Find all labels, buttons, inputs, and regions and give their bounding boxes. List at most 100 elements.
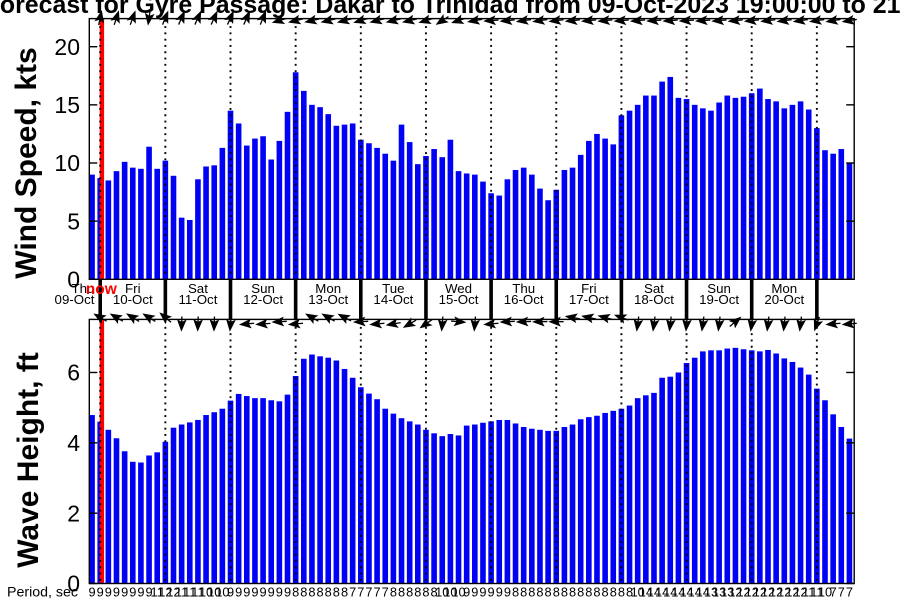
svg-text:8: 8 xyxy=(593,585,600,600)
svg-text:10: 10 xyxy=(818,585,832,600)
svg-text:20: 20 xyxy=(54,34,80,60)
svg-text:9: 9 xyxy=(129,585,136,600)
svg-text:12: 12 xyxy=(158,585,172,600)
svg-text:13-Oct: 13-Oct xyxy=(308,292,348,307)
svg-text:14: 14 xyxy=(655,585,669,600)
svg-text:9: 9 xyxy=(504,585,511,600)
svg-text:10: 10 xyxy=(435,585,449,600)
svg-text:6: 6 xyxy=(67,360,80,386)
svg-text:7: 7 xyxy=(830,585,837,600)
svg-text:9: 9 xyxy=(496,585,503,600)
svg-text:12: 12 xyxy=(793,585,807,600)
svg-text:11: 11 xyxy=(183,585,196,600)
svg-text:Mon: Mon xyxy=(315,281,341,296)
svg-text:8: 8 xyxy=(585,585,592,600)
svg-text:8: 8 xyxy=(422,585,429,600)
svg-text:18-Oct: 18-Oct xyxy=(634,292,674,307)
svg-text:7: 7 xyxy=(382,585,389,600)
svg-text:8: 8 xyxy=(602,585,609,600)
svg-text:8: 8 xyxy=(431,585,438,600)
svg-text:8: 8 xyxy=(553,585,560,600)
svg-text:14: 14 xyxy=(647,585,661,600)
svg-text:12: 12 xyxy=(761,585,775,600)
svg-text:12: 12 xyxy=(785,585,799,600)
svg-text:9: 9 xyxy=(243,585,250,600)
svg-text:Fri: Fri xyxy=(125,281,141,296)
svg-text:12: 12 xyxy=(736,585,750,600)
svg-text:Mon: Mon xyxy=(771,281,797,296)
svg-text:10: 10 xyxy=(199,585,213,600)
svg-text:8: 8 xyxy=(341,585,348,600)
svg-text:8: 8 xyxy=(520,585,527,600)
svg-text:9: 9 xyxy=(463,585,470,600)
svg-text:8: 8 xyxy=(561,585,568,600)
svg-text:8: 8 xyxy=(308,585,315,600)
svg-text:9: 9 xyxy=(97,585,104,600)
svg-text:10: 10 xyxy=(443,585,457,600)
svg-text:12-Oct: 12-Oct xyxy=(243,292,283,307)
svg-text:11: 11 xyxy=(802,585,815,600)
svg-text:Thu: Thu xyxy=(512,281,535,296)
svg-text:9: 9 xyxy=(488,585,495,600)
svg-text:10: 10 xyxy=(451,585,465,600)
svg-text:10: 10 xyxy=(54,150,80,176)
svg-text:0: 0 xyxy=(67,267,80,293)
svg-text:Wed: Wed xyxy=(445,281,472,296)
svg-text:9: 9 xyxy=(88,585,95,600)
svg-text:14: 14 xyxy=(639,585,653,600)
svg-text:9: 9 xyxy=(113,585,120,600)
svg-text:9: 9 xyxy=(284,585,291,600)
svg-text:17-Oct: 17-Oct xyxy=(569,292,609,307)
svg-text:11: 11 xyxy=(810,585,823,600)
svg-text:12: 12 xyxy=(745,585,759,600)
svg-text:9: 9 xyxy=(235,585,242,600)
svg-text:Fri: Fri xyxy=(581,281,597,296)
svg-text:8: 8 xyxy=(398,585,405,600)
svg-text:9: 9 xyxy=(121,585,128,600)
svg-text:9: 9 xyxy=(471,585,478,600)
svg-text:09-Oct: 09-Oct xyxy=(55,292,95,307)
svg-text:14: 14 xyxy=(679,585,693,600)
svg-text:0: 0 xyxy=(67,571,80,597)
svg-text:11: 11 xyxy=(151,585,164,600)
svg-text:7: 7 xyxy=(846,585,853,600)
svg-text:8: 8 xyxy=(528,585,535,600)
svg-text:now: now xyxy=(86,281,118,298)
svg-text:2: 2 xyxy=(67,500,80,526)
svg-text:8: 8 xyxy=(569,585,576,600)
svg-text:8: 8 xyxy=(406,585,413,600)
svg-text:7: 7 xyxy=(357,585,364,600)
svg-text:4: 4 xyxy=(67,430,80,456)
svg-text:19-Oct: 19-Oct xyxy=(699,292,739,307)
svg-text:7: 7 xyxy=(838,585,845,600)
svg-text:8: 8 xyxy=(325,585,332,600)
svg-text:Wind Speed, kts: Wind Speed, kts xyxy=(10,47,43,278)
svg-text:Wave Height, ft: Wave Height, ft xyxy=(12,352,45,568)
svg-text:15-Oct: 15-Oct xyxy=(439,292,479,307)
svg-text:13: 13 xyxy=(720,585,734,600)
svg-text:9: 9 xyxy=(479,585,486,600)
svg-text:12: 12 xyxy=(166,585,180,600)
svg-text:10: 10 xyxy=(215,585,229,600)
svg-text:8: 8 xyxy=(610,585,617,600)
svg-text:15: 15 xyxy=(54,92,80,118)
svg-text:8: 8 xyxy=(317,585,324,600)
svg-text:8: 8 xyxy=(626,585,633,600)
svg-text:12: 12 xyxy=(753,585,767,600)
svg-text:8: 8 xyxy=(333,585,340,600)
svg-text:9: 9 xyxy=(260,585,267,600)
svg-text:12: 12 xyxy=(728,585,742,600)
svg-text:10: 10 xyxy=(631,585,645,600)
svg-text:10: 10 xyxy=(207,585,221,600)
svg-text:8: 8 xyxy=(414,585,421,600)
svg-text:10-Oct: 10-Oct xyxy=(113,292,153,307)
svg-text:9: 9 xyxy=(146,585,153,600)
svg-text:Sat: Sat xyxy=(644,281,664,296)
svg-text:14: 14 xyxy=(671,585,685,600)
svg-text:8: 8 xyxy=(618,585,625,600)
svg-text:8: 8 xyxy=(545,585,552,600)
svg-text:7: 7 xyxy=(365,585,372,600)
svg-text:Sun: Sun xyxy=(251,281,275,296)
svg-text:Sun: Sun xyxy=(707,281,731,296)
svg-text:9: 9 xyxy=(276,585,283,600)
